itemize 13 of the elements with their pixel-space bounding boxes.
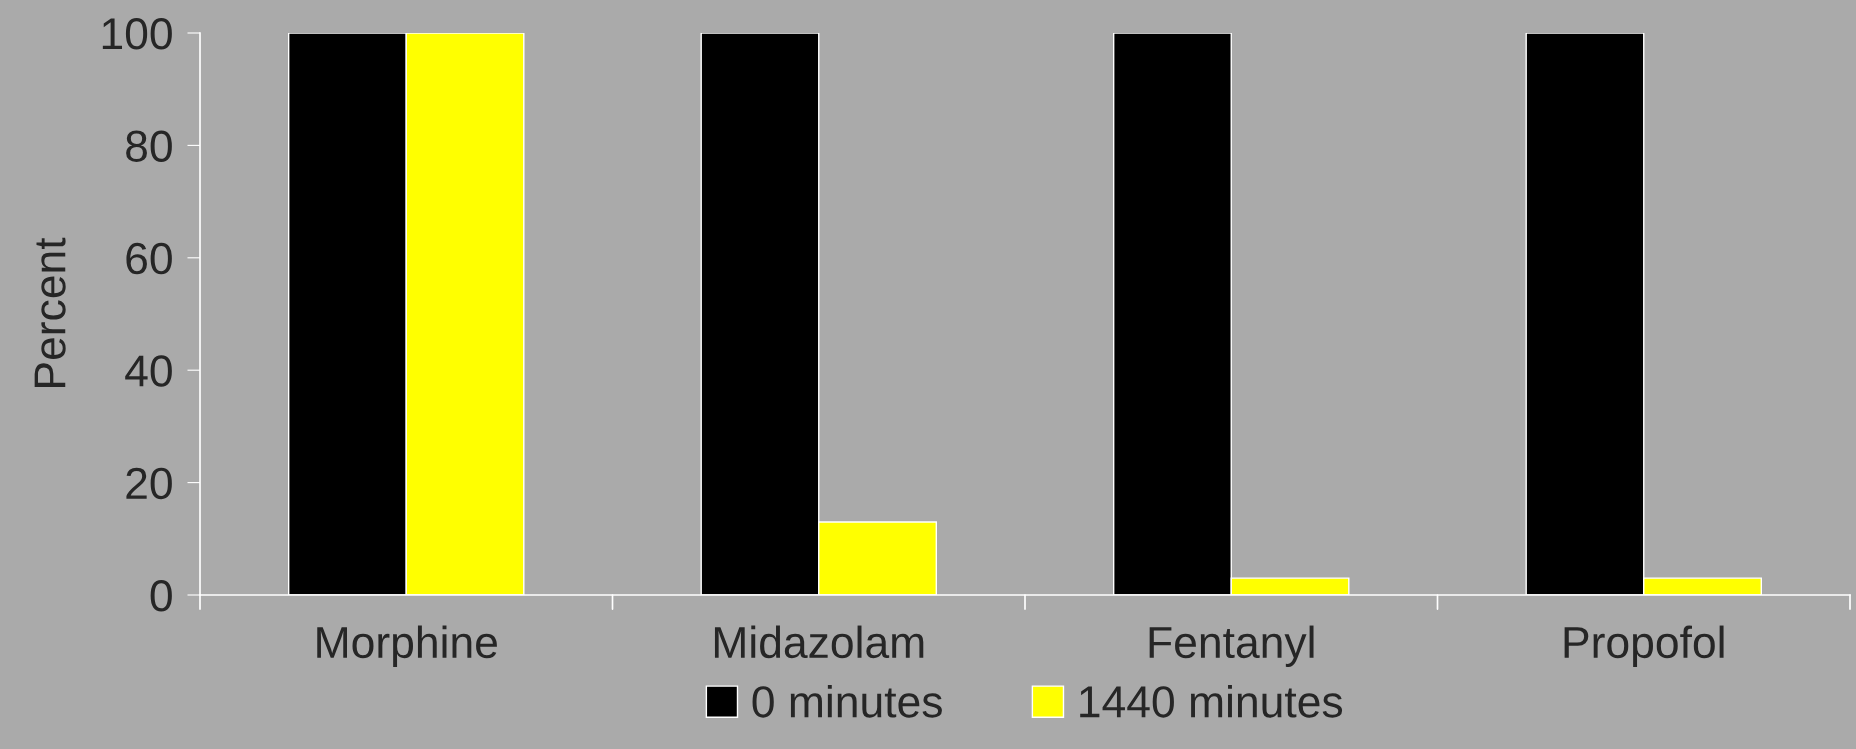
legend-label: 0 minutes xyxy=(752,684,942,718)
x-tick-label: Midazolam xyxy=(714,625,924,659)
y-axis-title: Percent xyxy=(34,237,66,387)
y-tick-label: 100 xyxy=(102,18,172,50)
x-tick-label: Morphine xyxy=(317,625,497,667)
y-tick-label: 0 xyxy=(150,580,172,612)
x-tick-label: Propofol xyxy=(1564,625,1724,667)
y-tick-label: 60 xyxy=(126,242,172,275)
y-tick-label: 20 xyxy=(126,467,172,500)
y-tick-label: 40 xyxy=(125,355,172,387)
x-tick-label: Fentanyl xyxy=(1149,625,1314,667)
legend-label: 1440 minutes xyxy=(1080,684,1343,718)
y-tick-label: 80 xyxy=(126,130,172,162)
